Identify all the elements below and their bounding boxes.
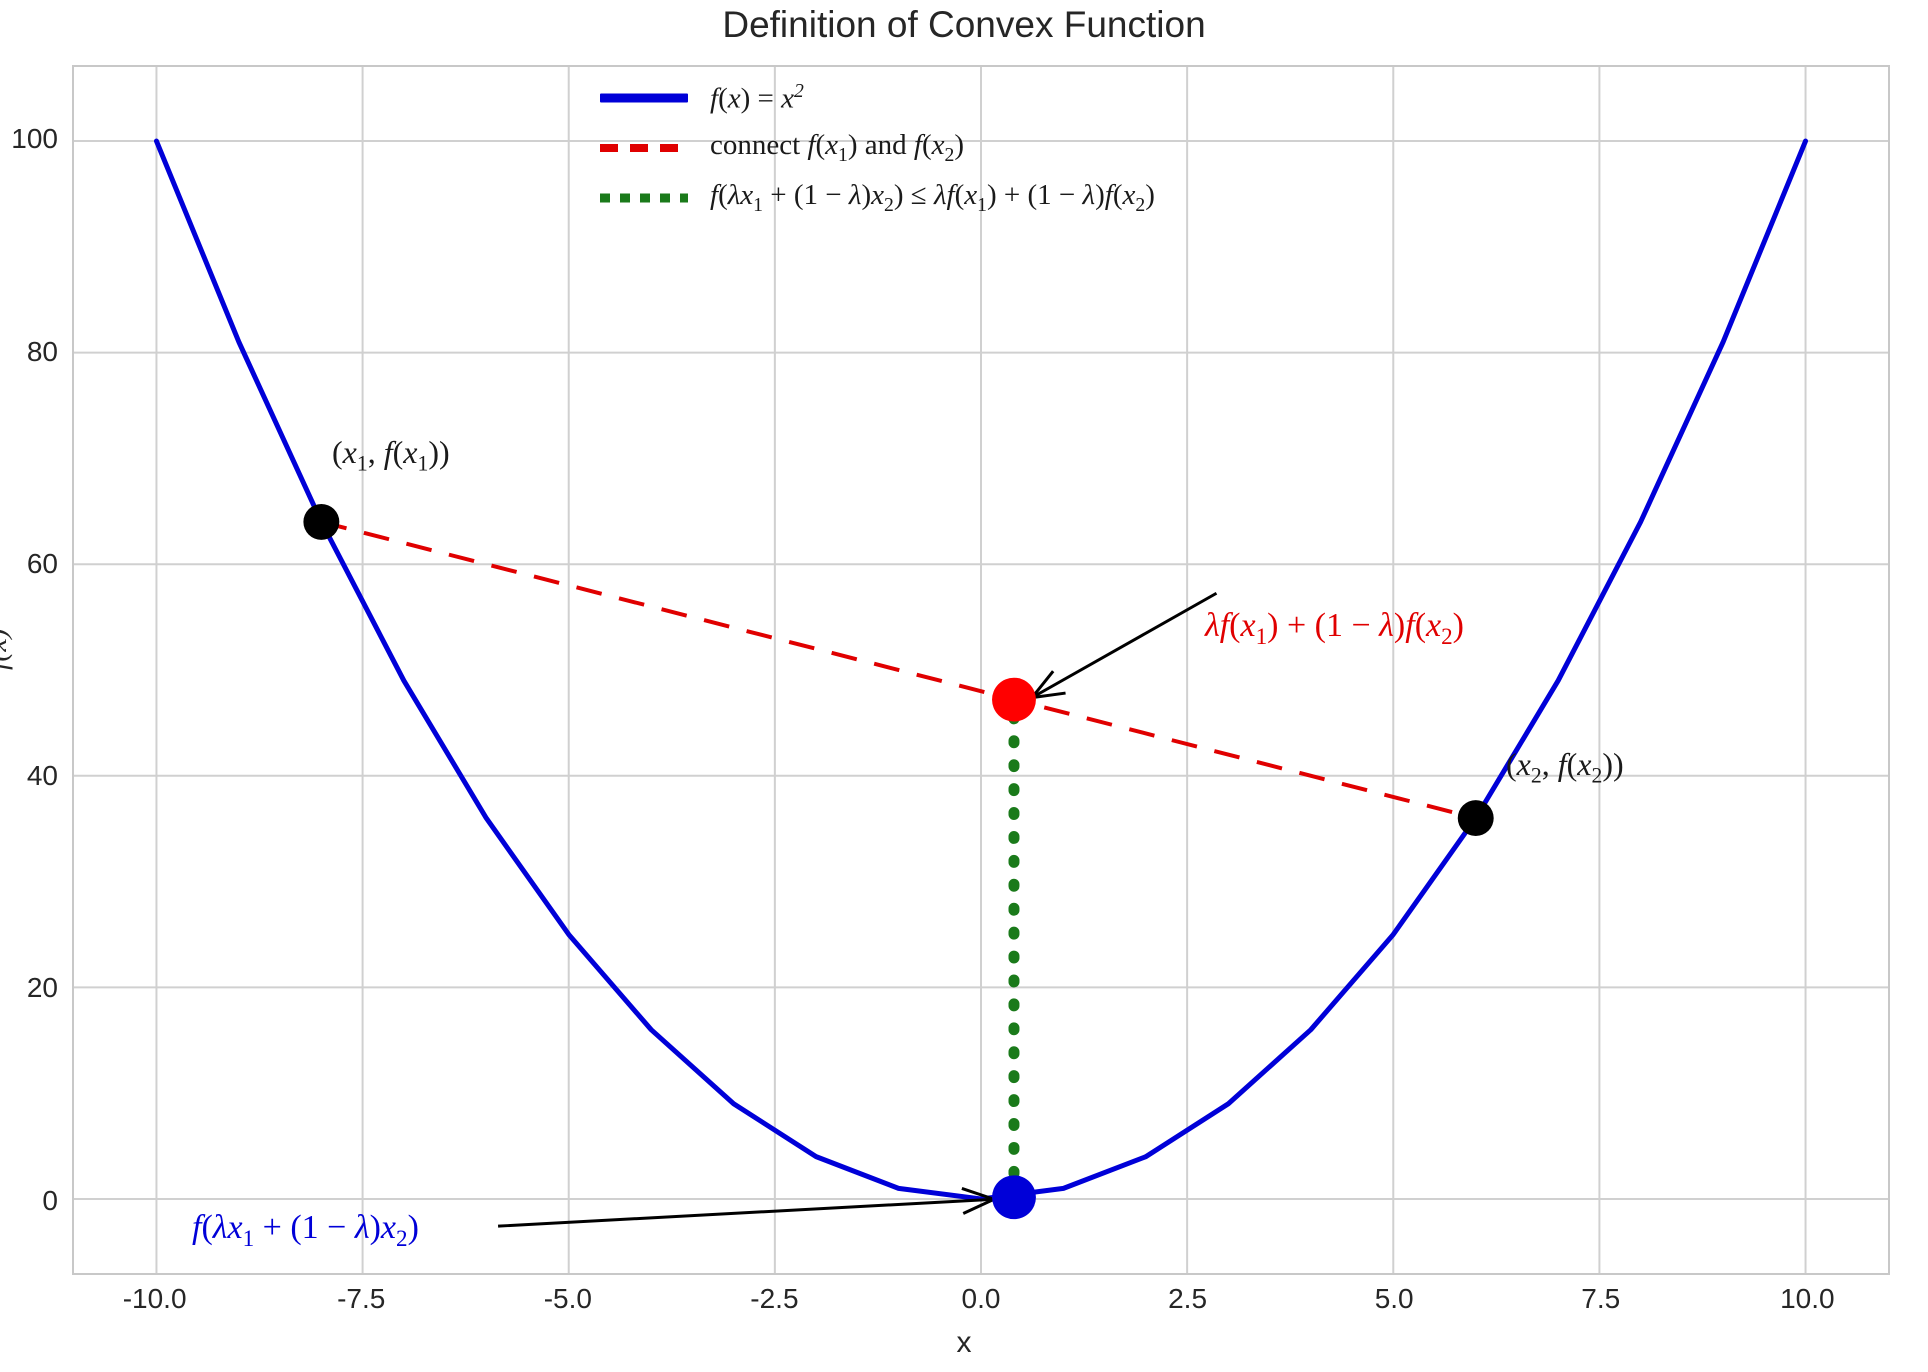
x-tick-label: 2.5 xyxy=(1168,1283,1208,1314)
chart-title: Definition of Convex Function xyxy=(722,4,1206,45)
legend-swatch-dashed-line-red xyxy=(600,138,688,158)
annotation-point-2: (x2, f(x2)) xyxy=(1506,746,1624,788)
legend-label-inequality: f(λx1 + (1 − λ)x2) ≤ λf(x1) + (1 − λ)f(x… xyxy=(710,179,1155,216)
annotation-point-1: (x1, f(x1)) xyxy=(332,434,450,476)
y-axis-label: f(x) xyxy=(0,628,14,670)
chart-legend: f(x) = x2 connect f(x1) and f(x2) f(λx1 … xyxy=(600,80,1155,216)
annotation-arrows xyxy=(497,591,1218,1228)
x-tick-label: -7.5 xyxy=(337,1283,386,1314)
plot-canvas xyxy=(74,67,1888,1273)
y-tick-label: 80 xyxy=(26,335,58,367)
data-points xyxy=(303,503,1494,1220)
x-tick-label: -5.0 xyxy=(543,1283,592,1314)
legend-swatch-dotted-line-green xyxy=(600,188,688,208)
legend-entry-curve: f(x) = x2 xyxy=(600,80,1155,116)
y-tick-label: 0 xyxy=(42,1184,58,1216)
x-axis-label: x xyxy=(956,1326,972,1359)
legend-label-curve: f(x) = x2 xyxy=(710,80,804,115)
annotation-function-value: f(λx1 + (1 − λ)x2) xyxy=(192,1209,419,1252)
legend-swatch-solid-line-blue xyxy=(600,88,688,108)
y-tick-label: 60 xyxy=(26,547,58,579)
x-tick-label: 7.5 xyxy=(1581,1283,1621,1314)
annotation-chord-midpoint: λf(x1) + (1 − λ)f(x2) xyxy=(1205,607,1464,650)
x-tick-label: -2.5 xyxy=(750,1283,799,1314)
y-tick-label: 40 xyxy=(26,760,58,792)
y-tick-label: 20 xyxy=(26,972,58,1004)
gridlines xyxy=(74,67,1888,1273)
plot-area xyxy=(72,65,1890,1275)
x-tick-label: 10.0 xyxy=(1780,1283,1835,1314)
legend-label-chord: connect f(x1) and f(x2) xyxy=(710,129,965,166)
x-tick-label: 0.0 xyxy=(961,1283,1001,1314)
legend-entry-chord: connect f(x1) and f(x2) xyxy=(600,129,1155,166)
legend-entry-inequality: f(λx1 + (1 − λ)x2) ≤ λf(x1) + (1 − λ)f(x… xyxy=(600,179,1155,216)
y-tick-label: 100 xyxy=(11,123,58,155)
x-tick-label: -10.0 xyxy=(122,1283,187,1314)
x-tick-label: 5.0 xyxy=(1374,1283,1414,1314)
